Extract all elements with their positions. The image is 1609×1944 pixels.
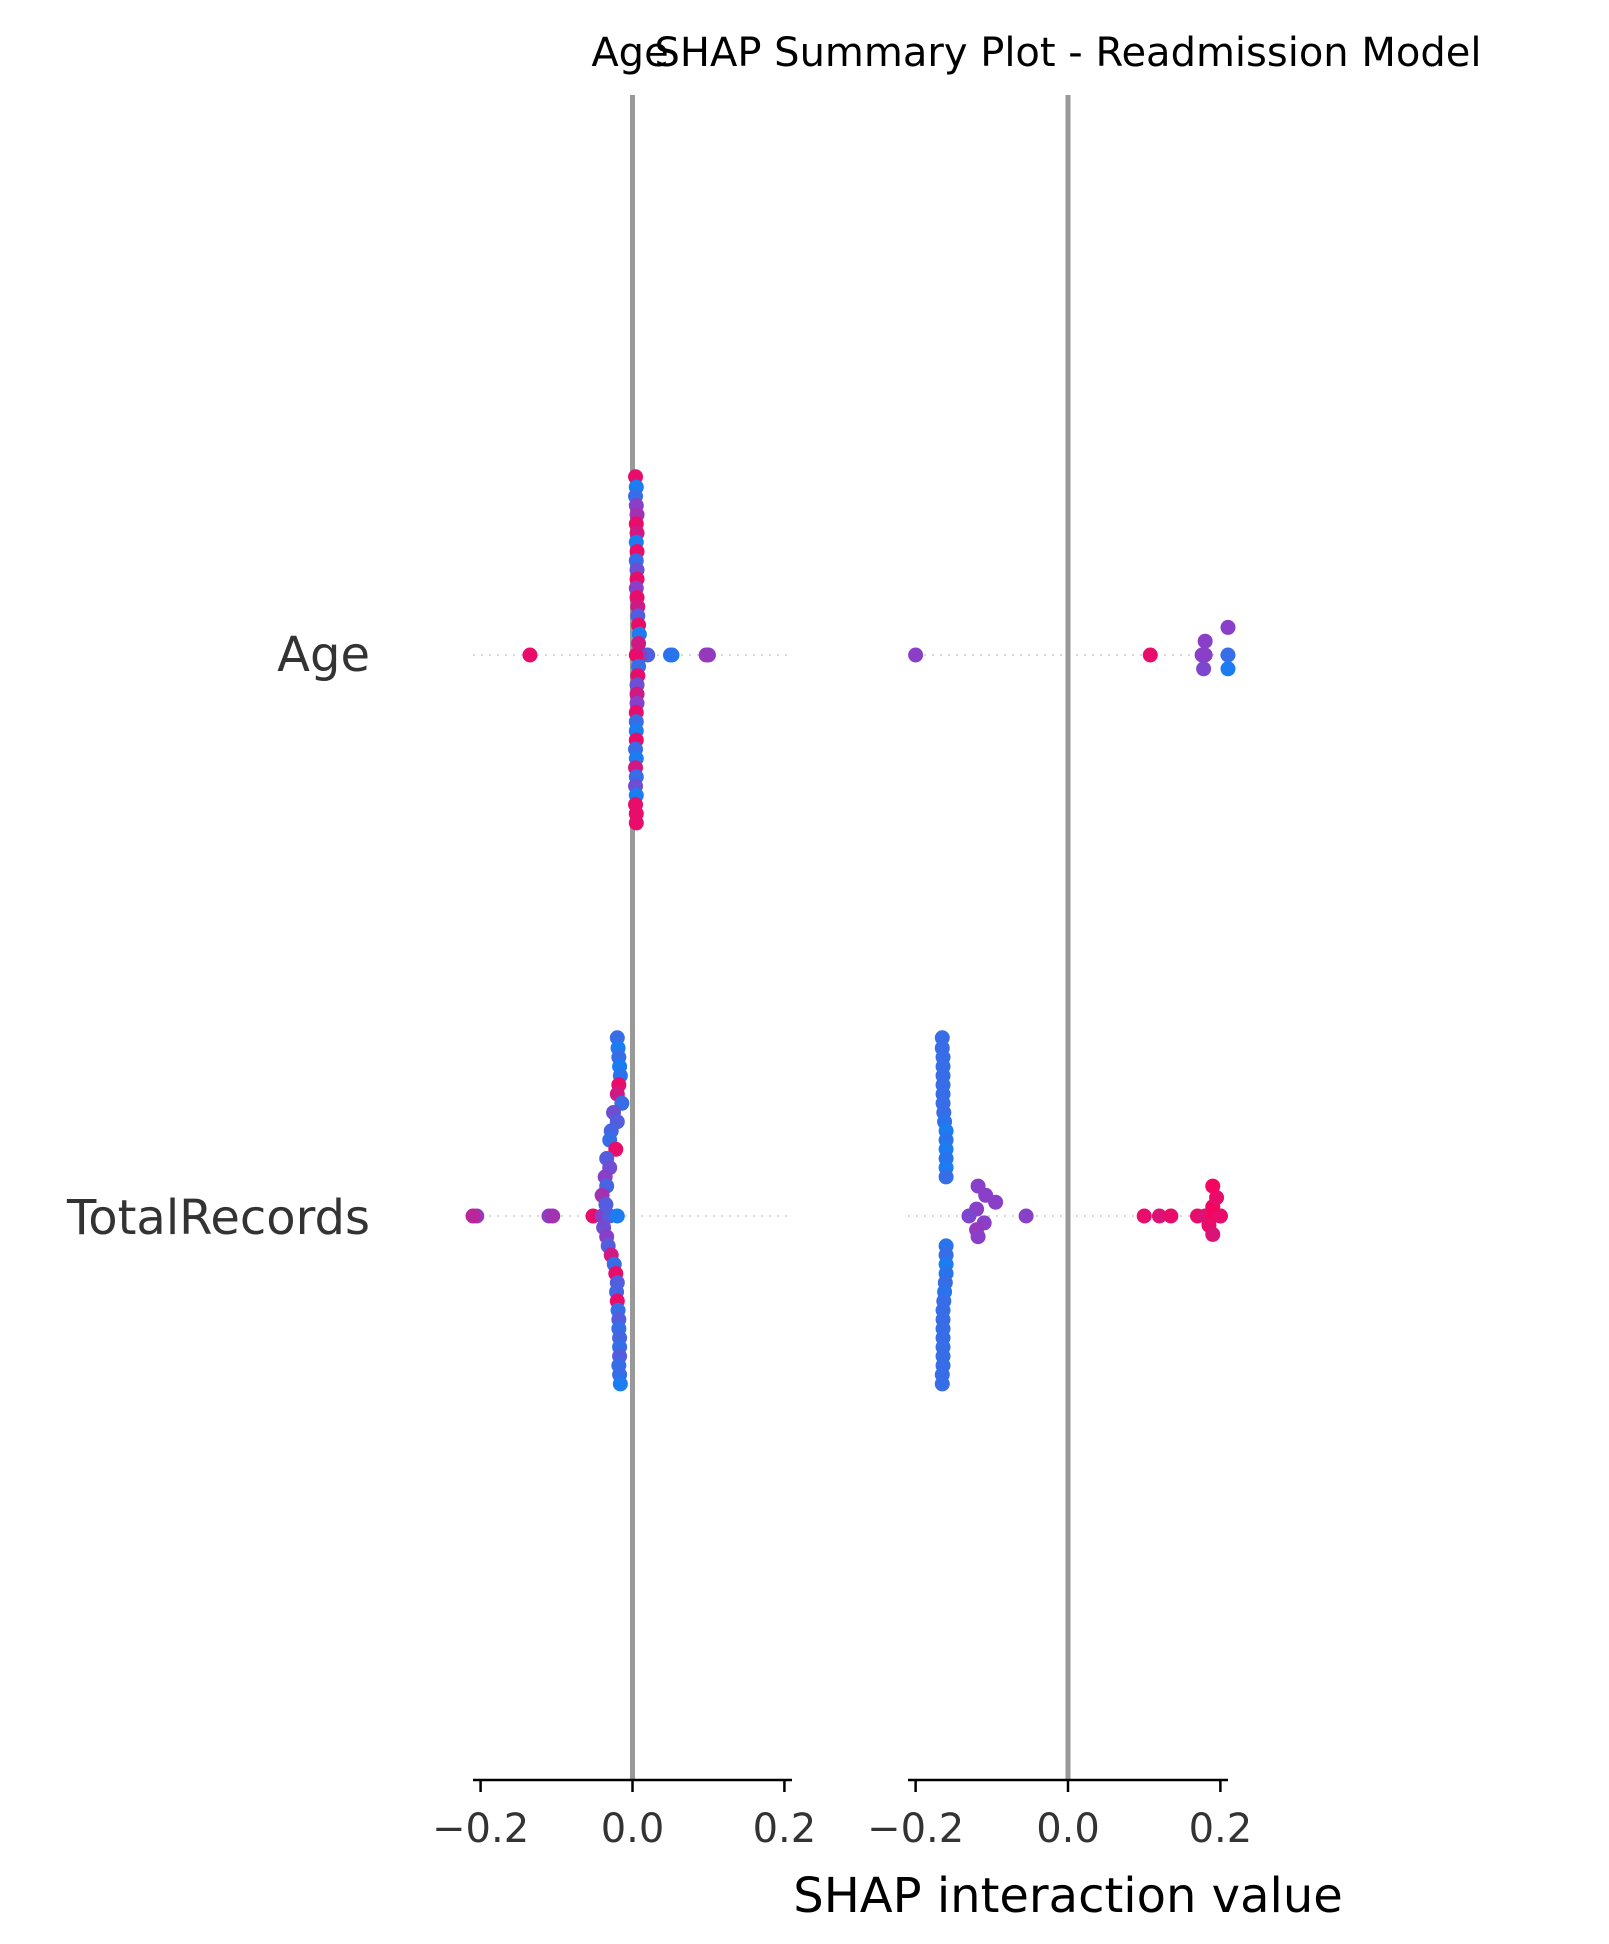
point-0-totalrecords-1 [465, 1208, 481, 1224]
x-tick-label-1-1: 0.0 [1036, 1806, 1100, 1852]
point-1-totalrecords-3 [1163, 1208, 1179, 1224]
point-0-totalrecords-spread-18 [598, 1197, 614, 1212]
zero-lines [630, 95, 1071, 1780]
point-1-totalrecords-spread-20 [961, 1208, 977, 1224]
point-0-totalrecords-3 [545, 1208, 561, 1224]
point-1-totalrecords-spread-26 [1205, 1226, 1221, 1242]
point-1-age-spread-1 [1196, 661, 1212, 677]
point-1-age-3 [1197, 647, 1213, 663]
row-label-totalrecords: TotalRecords [66, 1190, 370, 1246]
point-1-totalrecords-spread-18 [988, 1194, 1004, 1210]
point-0-age-11 [628, 647, 644, 663]
point-1-age-spread-2 [1220, 619, 1236, 635]
point-0-age-3 [698, 647, 714, 663]
point-1-totalrecords-spread-23 [970, 1229, 986, 1245]
x-tick-label-0-2: 0.2 [753, 1806, 817, 1852]
row-label-age: Age [277, 627, 370, 683]
point-1-totalrecords-spread-29 [1212, 1208, 1228, 1224]
x-tick-label-0-1: 0.0 [601, 1806, 665, 1852]
point-0-age-4 [662, 647, 678, 663]
point-1-totalrecords-spread-0 [934, 1030, 950, 1046]
point-1-age-0 [908, 647, 924, 663]
point-0-totalrecords-spread-36 [612, 1376, 628, 1392]
point-1-totalrecords-spread-15 [938, 1169, 954, 1185]
point-1-totalrecords-1 [1136, 1208, 1152, 1224]
point-1-totalrecords-2 [1151, 1208, 1167, 1224]
point-0-totalrecords-7 [609, 1208, 625, 1224]
x-axes: −0.2 0.0 0.2 −0.2 0.0 0.2 [432, 1778, 1253, 1852]
point-0-age-spread-36 [628, 815, 644, 831]
x-axis-label: SHAP interaction value [793, 1868, 1343, 1924]
point-1-age-spread-0 [1197, 633, 1213, 649]
x-tick-label-1-2: 0.2 [1189, 1806, 1253, 1852]
point-0-age-spread-18 [631, 636, 647, 651]
point-1-age-1 [1142, 647, 1158, 663]
point-1-totalrecords-spread-27 [1209, 1190, 1225, 1206]
point-1-age-4 [1220, 647, 1236, 663]
x-tick-label-0-0: −0.2 [432, 1806, 529, 1852]
point-1-totalrecords-spread-45 [934, 1376, 950, 1392]
point-0-age-0 [522, 647, 538, 663]
point-1-totalrecords-spread-28 [1205, 1178, 1221, 1194]
point-0-totalrecords-spread-12 [608, 1141, 624, 1157]
panel-title-age: Age [591, 30, 668, 76]
x-tick-label-1-0: −0.2 [867, 1806, 964, 1852]
point-1-totalrecords-0 [1018, 1208, 1034, 1224]
point-1-age-spread-3 [1220, 661, 1236, 677]
scatter-points [465, 469, 1236, 1392]
chart-title: SHAP Summary Plot - Readmission Model [655, 30, 1482, 76]
